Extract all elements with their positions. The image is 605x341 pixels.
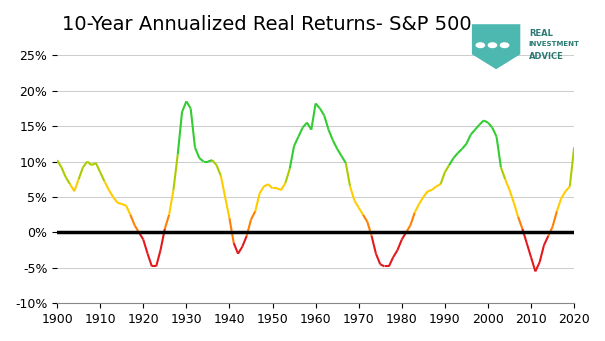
Circle shape [500, 42, 509, 48]
Circle shape [488, 42, 497, 48]
Text: REAL: REAL [529, 29, 552, 39]
Text: INVESTMENT: INVESTMENT [529, 42, 580, 47]
Text: 10-Year Annualized Real Returns- S&P 500: 10-Year Annualized Real Returns- S&P 500 [62, 15, 472, 34]
Text: ADVICE: ADVICE [529, 52, 563, 61]
Circle shape [476, 42, 485, 48]
Polygon shape [472, 24, 520, 69]
